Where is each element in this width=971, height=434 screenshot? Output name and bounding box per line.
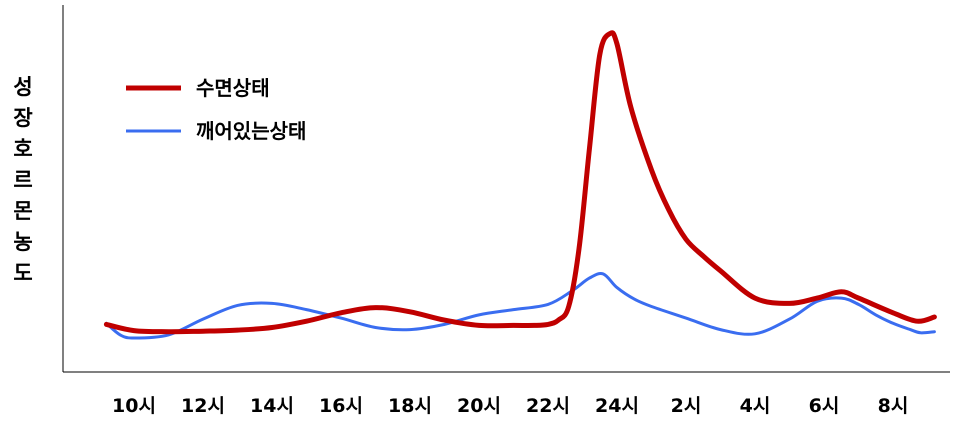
series-line-awake: [104, 272, 936, 340]
y-axis-label-char: 장: [13, 106, 33, 130]
y-axis-label-char: 몬: [13, 199, 33, 223]
y-axis-label-char: 르: [13, 168, 33, 192]
x-tick-label: 16시: [319, 395, 363, 417]
legend-label: 깨어있는상태: [196, 119, 306, 143]
chart-axes: [62, 5, 950, 373]
y-axis-label-char: 호: [13, 137, 33, 161]
x-tick-label: 22시: [526, 395, 570, 417]
x-tick-label: 18시: [388, 395, 432, 417]
y-axis-label-char: 도: [13, 261, 33, 285]
x-tick-labels: 10시 12시 14시 16시 18시 20시 22시 24시 2시 4시 6시 8시: [112, 395, 908, 417]
series-layer: [103, 30, 937, 340]
x-tick-label: 4시: [740, 395, 771, 417]
y-axis-label-char: 농: [13, 230, 33, 254]
x-tick-label: 10시: [112, 395, 156, 417]
legend-label: 수면상태: [196, 76, 270, 100]
x-tick-label: 20시: [457, 395, 501, 417]
x-tick-label: 14시: [250, 395, 294, 417]
x-tick-label: 2시: [671, 395, 702, 417]
x-tick-label: 12시: [181, 395, 225, 417]
series-line-sleep: [103, 30, 937, 335]
x-tick-label: 24시: [595, 395, 639, 417]
x-tick-label: 8시: [878, 395, 909, 417]
y-axis-label-char: 성: [13, 75, 33, 99]
x-tick-label: 6시: [809, 395, 840, 417]
